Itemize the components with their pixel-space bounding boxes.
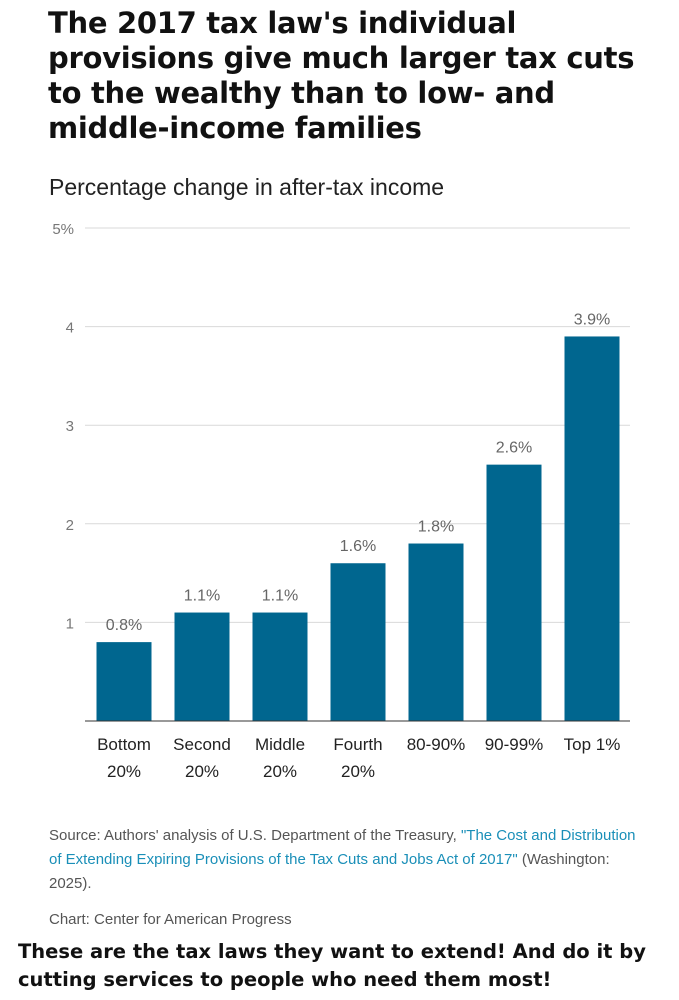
x-tick-label: Fourth bbox=[333, 735, 382, 754]
source-prefix: Source: Authors' analysis of U.S. Depart… bbox=[49, 827, 461, 844]
y-tick-label: 4 bbox=[66, 320, 74, 337]
chart-title: The 2017 tax law's individual provisions… bbox=[48, 6, 635, 145]
y-tick-label: 1 bbox=[66, 615, 74, 632]
bar bbox=[408, 543, 464, 721]
data-label: 1.6% bbox=[340, 538, 376, 555]
x-tick-label: 90-99% bbox=[485, 735, 544, 754]
x-tick-label: 80-90% bbox=[407, 735, 466, 754]
caption-text: These are the tax laws they want to exte… bbox=[18, 940, 646, 991]
bar-chart: 1 2 3 4 5% 0.8% Bottom 20% 1.1% Second 20% 1.1% Midd… bbox=[52, 221, 630, 781]
bar bbox=[564, 336, 620, 721]
bar bbox=[96, 642, 152, 721]
x-tick-label: Middle bbox=[255, 735, 305, 754]
x-tick-label: 20% bbox=[107, 762, 141, 781]
x-tick-label: 20% bbox=[263, 762, 297, 781]
y-tick-label: 3 bbox=[66, 418, 74, 435]
chart-credit: Chart: Center for American Progress bbox=[49, 911, 292, 928]
x-tick-label: Bottom bbox=[97, 735, 151, 754]
data-label: 2.6% bbox=[496, 440, 532, 457]
bar bbox=[252, 612, 308, 721]
x-tick-label: Second bbox=[173, 735, 231, 754]
chart-subtitle: Percentage change in after-tax income bbox=[49, 174, 445, 200]
x-tick-label: 20% bbox=[185, 762, 219, 781]
y-tick-label: 2 bbox=[66, 517, 74, 534]
data-label: 1.8% bbox=[418, 519, 454, 536]
data-label: 1.1% bbox=[262, 588, 298, 605]
source-note: Source: Authors' analysis of U.S. Depart… bbox=[49, 824, 649, 896]
source-suffix: (Washington: 2025). bbox=[49, 851, 610, 892]
bar bbox=[486, 464, 542, 721]
source-link[interactable]: "The Cost and Distribution of Extending … bbox=[49, 827, 636, 868]
data-label: 0.8% bbox=[106, 617, 142, 634]
data-label: 3.9% bbox=[574, 311, 610, 328]
bar bbox=[174, 612, 230, 721]
x-tick-label: Top 1% bbox=[564, 735, 621, 754]
y-tick-label: 5% bbox=[52, 221, 74, 238]
data-label: 1.1% bbox=[184, 588, 220, 605]
bar bbox=[330, 563, 386, 721]
x-tick-label: 20% bbox=[341, 762, 375, 781]
